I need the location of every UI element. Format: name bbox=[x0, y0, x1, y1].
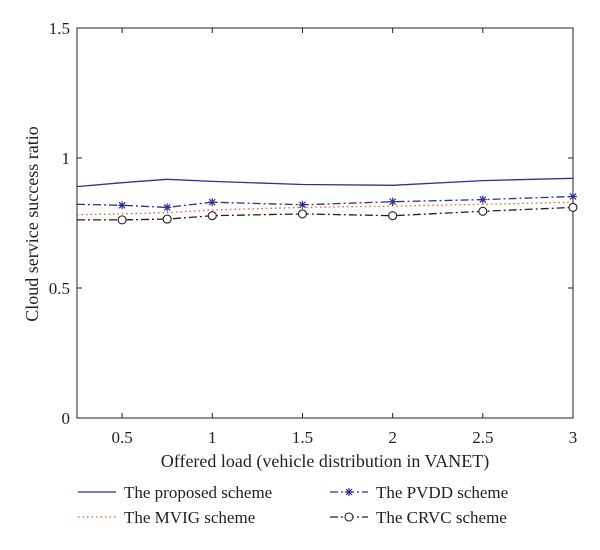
data-point-circle bbox=[344, 512, 354, 522]
data-point-circle bbox=[478, 206, 488, 216]
legend-entry: The MVIG scheme bbox=[78, 508, 255, 527]
x-tick-label: 2 bbox=[388, 428, 397, 447]
series-line bbox=[76, 177, 574, 188]
data-point-star bbox=[208, 198, 217, 207]
data-point-star bbox=[569, 192, 577, 201]
legend-label: The proposed scheme bbox=[124, 483, 272, 502]
x-axis-ticks: 0.5 1 1.5 2 2.5 3 bbox=[111, 28, 577, 447]
data-point-star bbox=[118, 201, 127, 210]
data-point-circle bbox=[207, 211, 217, 221]
series-the-mvig-scheme bbox=[76, 201, 574, 216]
data-point-circle bbox=[117, 215, 127, 225]
series-line bbox=[77, 206, 574, 221]
data-point-star bbox=[388, 197, 397, 206]
data-point-star bbox=[298, 200, 307, 209]
data-point-star bbox=[345, 488, 353, 496]
legend: The proposed scheme The PVDD scheme The MV… bbox=[78, 483, 508, 527]
data-point-circle bbox=[162, 214, 172, 224]
x-axis-label: Offered load (vehicle distribution in VA… bbox=[161, 451, 489, 472]
x-tick-label: 2.5 bbox=[472, 428, 493, 447]
data-point-star bbox=[478, 195, 487, 204]
y-axis-label: Cloud service success ratio bbox=[22, 126, 42, 321]
legend-label: The MVIG scheme bbox=[124, 508, 255, 527]
legend-entry: The PVDD scheme bbox=[330, 483, 508, 502]
y-axis-ticks: 0 0.5 1 1.5 bbox=[49, 19, 573, 428]
x-tick-label: 0.5 bbox=[111, 428, 132, 447]
x-tick-label: 3 bbox=[569, 428, 578, 447]
data-point-circle bbox=[568, 202, 578, 212]
legend-entry: The CRVC scheme bbox=[330, 508, 507, 527]
x-tick-label: 1 bbox=[208, 428, 217, 447]
legend-entry: The proposed scheme bbox=[78, 483, 272, 502]
y-tick-label: 0 bbox=[62, 409, 71, 428]
series-the-crvc-scheme bbox=[77, 202, 578, 225]
y-tick-label: 1.5 bbox=[49, 19, 70, 38]
series-layer bbox=[76, 177, 578, 225]
data-point-circle bbox=[297, 209, 308, 219]
series-the-pvdd-scheme bbox=[76, 192, 577, 212]
y-tick-label: 0.5 bbox=[49, 279, 70, 298]
legend-label: The CRVC scheme bbox=[376, 508, 507, 527]
series-line bbox=[76, 195, 574, 209]
plot-frame bbox=[76, 27, 574, 419]
data-point-circle bbox=[388, 211, 398, 221]
y-tick-label: 1 bbox=[62, 149, 71, 168]
series-the-proposed-scheme bbox=[76, 177, 574, 188]
series-line bbox=[76, 201, 574, 216]
plot-area-border bbox=[76, 27, 574, 419]
data-point-star bbox=[163, 203, 172, 212]
legend-label: The PVDD scheme bbox=[376, 483, 508, 502]
x-tick-label: 1.5 bbox=[292, 428, 313, 447]
